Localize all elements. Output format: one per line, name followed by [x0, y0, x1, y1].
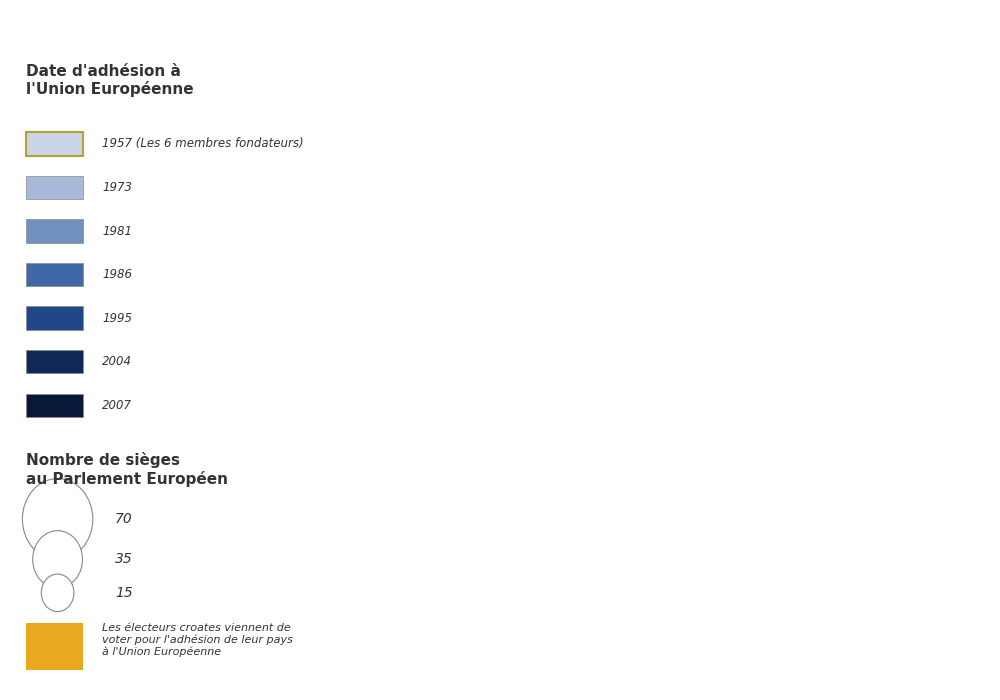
FancyBboxPatch shape — [26, 393, 83, 417]
Text: 1957 (Les 6 membres fondateurs): 1957 (Les 6 membres fondateurs) — [102, 137, 304, 150]
Text: 1981: 1981 — [102, 225, 132, 237]
Text: Les électeurs croates viennent de
voter pour l'adhésion de leur pays
à l'Union E: Les électeurs croates viennent de voter … — [102, 622, 293, 657]
Text: 70: 70 — [115, 512, 133, 526]
Text: 2004: 2004 — [102, 355, 132, 368]
Text: 35: 35 — [115, 552, 133, 566]
Ellipse shape — [22, 479, 93, 560]
Text: 1973: 1973 — [102, 181, 132, 194]
FancyBboxPatch shape — [26, 176, 83, 199]
Text: Nombre de sièges
au Parlement Européen: Nombre de sièges au Parlement Européen — [26, 452, 228, 486]
Text: 1995: 1995 — [102, 312, 132, 325]
Text: 1986: 1986 — [102, 268, 132, 281]
Text: 15: 15 — [115, 586, 133, 600]
FancyBboxPatch shape — [26, 219, 83, 243]
Ellipse shape — [41, 574, 74, 612]
FancyBboxPatch shape — [26, 623, 83, 670]
Ellipse shape — [33, 531, 82, 588]
Text: Date d'adhésion à
l'Union Européenne: Date d'adhésion à l'Union Européenne — [26, 64, 193, 97]
FancyBboxPatch shape — [26, 132, 83, 155]
Text: 2007: 2007 — [102, 399, 132, 412]
FancyBboxPatch shape — [26, 307, 83, 330]
FancyBboxPatch shape — [26, 350, 83, 373]
FancyBboxPatch shape — [26, 263, 83, 286]
